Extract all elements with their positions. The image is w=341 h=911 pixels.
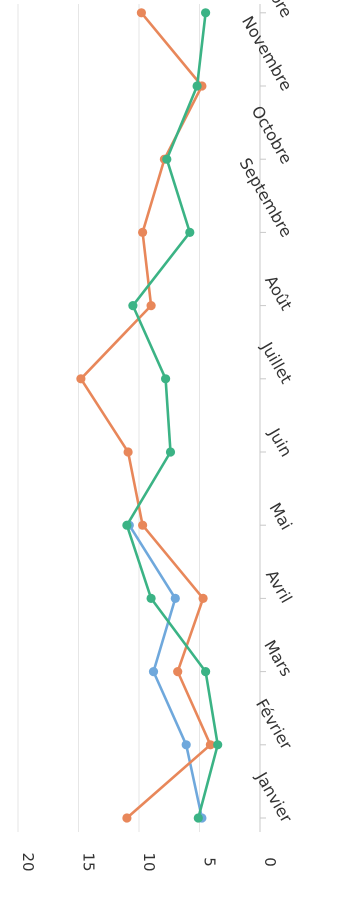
category-label: Août [261,272,296,313]
data-point[interactable] [170,593,180,604]
category-label: Mai [266,499,296,533]
data-point[interactable] [192,81,202,91]
data-point[interactable] [185,227,195,237]
category-label: Janvier [252,768,297,826]
data-point[interactable] [128,301,138,311]
value-tick-label: 5 [201,857,219,867]
data-point[interactable] [138,227,148,237]
series-line [79,11,212,819]
data-point[interactable] [205,740,215,750]
data-point[interactable] [148,667,159,677]
value-tick-label: 0 [261,857,279,867]
category-label: Avril [262,567,296,607]
data-point[interactable] [198,593,208,604]
data-point[interactable] [165,447,176,457]
value-tick-label: 10 [140,852,158,871]
value-tick-label: 15 [80,852,98,871]
series-2 [76,8,215,823]
series-3 [122,8,223,823]
data-point[interactable] [193,813,203,823]
category-label: Mars [260,637,296,680]
value-tick-label: 20 [19,852,37,871]
category-label: Juillet [257,338,296,387]
gridlines [17,4,261,832]
data-point[interactable] [138,520,148,530]
data-point[interactable] [122,520,132,530]
data-point[interactable] [201,667,211,677]
data-point[interactable] [136,8,146,18]
data-point[interactable] [76,374,86,384]
series-lines [76,8,223,823]
data-point[interactable] [146,301,156,311]
series-1 [124,520,207,823]
category-axis-labels: Janvier Février Mars Avril Mai Juin Juillet Aoû… [235,0,296,826]
data-point[interactable] [213,740,223,750]
data-point[interactable] [146,593,156,604]
series-line [125,12,219,819]
category-label: Septembre [235,155,296,241]
data-point[interactable] [123,447,133,457]
data-point[interactable] [173,667,183,677]
data-point[interactable] [181,740,191,750]
value-axis-ticks: 0 5 10 15 20 [19,852,279,871]
data-point[interactable] [201,8,211,18]
category-label: Octobre [248,103,296,168]
data-point[interactable] [161,374,171,384]
category-label: Juin [264,424,296,460]
data-point[interactable] [122,813,132,823]
category-label: Novembre [238,13,296,94]
category-label: Février [252,696,296,754]
data-point[interactable] [162,154,172,164]
